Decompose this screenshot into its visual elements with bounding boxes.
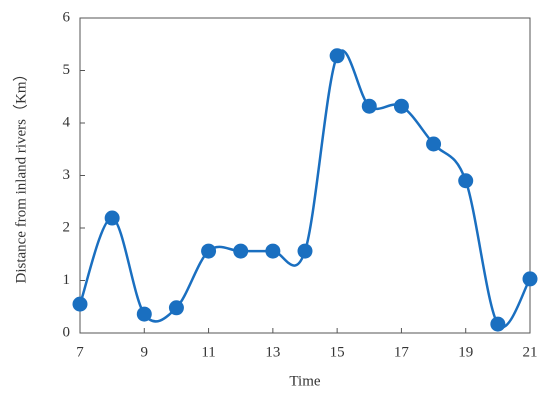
marker — [522, 271, 538, 287]
marker — [168, 300, 184, 316]
marker — [329, 48, 345, 64]
y-tick-label: 6 — [63, 9, 71, 25]
marker — [265, 243, 281, 259]
marker — [393, 98, 409, 114]
y-axis-label: Distance from inland rivers（Km） — [12, 66, 29, 283]
x-tick-label: 15 — [330, 344, 345, 360]
y-tick-label: 3 — [63, 167, 71, 183]
marker — [458, 173, 474, 189]
x-tick-label: 7 — [76, 344, 84, 360]
marker — [297, 243, 313, 259]
x-tick-label: 9 — [141, 344, 149, 360]
marker — [361, 98, 377, 114]
x-tick-label: 11 — [201, 344, 215, 360]
y-tick-label: 2 — [63, 219, 71, 235]
marker — [426, 136, 442, 152]
marker — [136, 306, 152, 322]
x-axis-label: Time — [289, 373, 320, 389]
marker — [104, 210, 120, 226]
marker — [72, 296, 88, 312]
marker — [490, 316, 506, 332]
x-tick-label: 13 — [265, 344, 280, 360]
x-tick-label: 17 — [394, 344, 410, 360]
x-tick-label: 19 — [458, 344, 473, 360]
line — [78, 49, 532, 329]
y-tick-label: 5 — [63, 62, 71, 78]
y-tick-label: 4 — [63, 114, 71, 130]
marker — [233, 243, 249, 259]
y-tick-label: 1 — [63, 272, 71, 288]
x-tick-label: 21 — [523, 344, 538, 360]
marker — [201, 243, 217, 259]
y-tick-label: 0 — [63, 324, 71, 340]
